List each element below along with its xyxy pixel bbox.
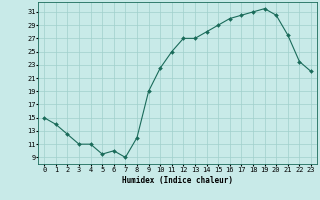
X-axis label: Humidex (Indice chaleur): Humidex (Indice chaleur)	[122, 176, 233, 185]
